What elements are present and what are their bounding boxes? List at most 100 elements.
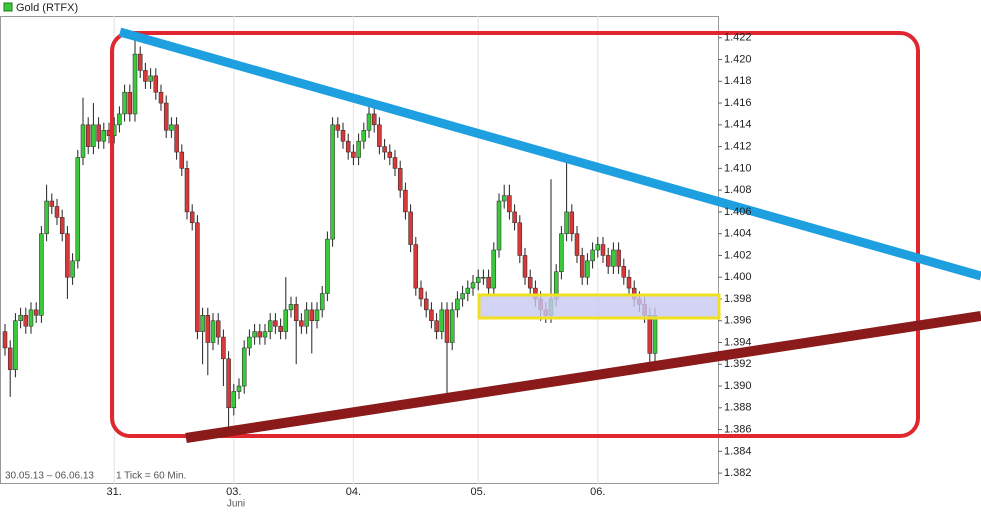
- candle-body: [273, 320, 278, 327]
- candle-body: [345, 140, 351, 153]
- candle-body: [340, 130, 346, 142]
- candle-body: [132, 53, 138, 115]
- candle-body: [174, 124, 179, 153]
- candle-body: [23, 315, 29, 327]
- candle-body: [163, 102, 169, 131]
- y-tick-label: 1.422: [724, 32, 752, 44]
- candle-body: [314, 309, 320, 321]
- candle-body: [408, 211, 413, 245]
- candle-body: [101, 130, 107, 142]
- candle-body: [7, 347, 13, 370]
- x-tick-label: 05.: [471, 486, 486, 498]
- candle-body: [293, 304, 299, 321]
- candle-body: [403, 189, 408, 213]
- candle-body: [137, 53, 143, 71]
- candle-body: [564, 211, 569, 234]
- candle-body: [80, 124, 86, 158]
- candle-body: [517, 222, 523, 256]
- resistance-line: [118, 27, 981, 281]
- candle-body: [481, 276, 486, 279]
- y-tick-label: 1.406: [724, 206, 752, 218]
- candle-body: [158, 91, 164, 104]
- candle-body: [241, 347, 247, 387]
- candle-body: [366, 113, 372, 131]
- candle-body: [205, 315, 211, 343]
- y-tick-label: 1.390: [724, 380, 752, 392]
- y-tick-label: 1.394: [724, 336, 752, 348]
- candle-body: [574, 233, 580, 256]
- highlight-zone: [477, 293, 721, 320]
- x-tick-label: 04.: [346, 486, 361, 498]
- candle-body: [215, 320, 221, 338]
- candle-body: [309, 309, 315, 321]
- candle-body: [2, 331, 8, 349]
- candle-body: [512, 211, 517, 224]
- candle-body: [127, 91, 133, 115]
- candle-body: [33, 309, 39, 316]
- candles: [2, 37, 658, 428]
- candle-body: [153, 75, 159, 93]
- candle-body: [579, 255, 585, 278]
- candle-body: [330, 124, 335, 240]
- candle-body: [449, 309, 455, 343]
- candle-body: [44, 200, 49, 234]
- candle-body: [652, 315, 658, 354]
- candle-body: [28, 309, 34, 327]
- candle-body: [501, 195, 507, 202]
- candle-body: [169, 124, 174, 131]
- candle-body: [75, 157, 81, 262]
- support-line: [185, 311, 981, 443]
- candle-body: [319, 293, 325, 311]
- candle-body: [247, 336, 252, 349]
- candle-body: [470, 282, 476, 289]
- y-tick-label: 1.410: [724, 162, 752, 174]
- candle-body: [59, 217, 65, 234]
- interval-note: 1 Tick = 60 Min.: [116, 471, 186, 482]
- candle-body: [267, 320, 273, 332]
- candle-body: [122, 91, 127, 115]
- candle-body: [252, 331, 257, 338]
- month-label: Juni: [227, 499, 245, 510]
- candle-body: [210, 320, 216, 343]
- candle-body: [189, 211, 195, 224]
- candle-body: [200, 315, 205, 332]
- candle-body: [18, 315, 23, 321]
- candle-body: [621, 266, 627, 278]
- candle-body: [236, 385, 242, 392]
- candle-body: [611, 249, 616, 267]
- y-tick-label: 1.398: [724, 293, 752, 305]
- range-note: 30.05.13 – 06.06.13: [5, 471, 94, 482]
- candle-body: [559, 233, 564, 273]
- y-tick-label: 1.400: [724, 271, 752, 283]
- candle-body: [304, 309, 309, 327]
- candle-body: [371, 113, 377, 126]
- candle-body: [475, 276, 481, 283]
- candle-body: [387, 151, 393, 158]
- candle-body: [117, 113, 122, 126]
- candle-body: [507, 195, 512, 213]
- candle-body: [54, 206, 60, 218]
- candle-body: [626, 276, 632, 289]
- y-tick-label: 1.388: [724, 402, 752, 414]
- candle-body: [325, 238, 330, 294]
- candle-body: [439, 309, 445, 332]
- x-tick-label: 31.: [107, 486, 122, 498]
- legend-label: Gold (RTFX): [16, 2, 78, 14]
- candle-body: [382, 146, 387, 153]
- candle-body: [143, 70, 148, 82]
- x-tick-label: 06.: [590, 486, 605, 498]
- candle-body: [397, 168, 403, 191]
- candle-body: [184, 168, 190, 213]
- candle-body: [413, 244, 419, 289]
- candle-body: [335, 124, 341, 131]
- y-tick-label: 1.418: [724, 75, 752, 87]
- candle-body: [455, 298, 460, 311]
- candle-body: [361, 130, 367, 142]
- candle-body: [351, 151, 356, 158]
- y-tick-label: 1.412: [724, 141, 752, 153]
- candle-body: [96, 124, 101, 142]
- candle-body: [647, 315, 653, 354]
- candle-body: [486, 276, 491, 289]
- candle-body: [465, 287, 471, 294]
- candle-body: [195, 222, 200, 332]
